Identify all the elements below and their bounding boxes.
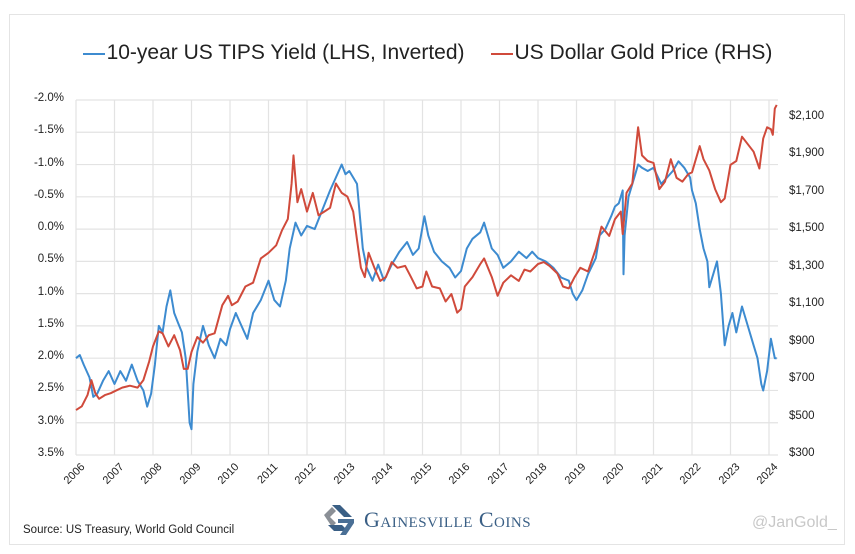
y-right-tick-label: $1,300	[789, 259, 825, 272]
y-right-tick-label: $300	[789, 447, 815, 459]
y-left-tick-label: 0.5%	[37, 253, 64, 266]
y-left-tick-label: 2.5%	[37, 382, 64, 395]
y-right-tick-label: $1,900	[789, 147, 825, 160]
legend-swatch-gold	[490, 53, 513, 55]
series-line-gold-price	[75, 104, 778, 411]
y-left-tick-label: 3.5%	[37, 447, 64, 459]
y-right-tick-label: $500	[789, 409, 815, 422]
legend-label-tips: 10-year US TIPS Yield (LHS, Inverted)	[106, 41, 465, 64]
chart-frame	[9, 14, 845, 545]
y-right-tick-label: $2,100	[789, 109, 825, 122]
logo-text: Gainesville Coins	[364, 507, 532, 532]
series-line-tips-yield	[75, 160, 777, 431]
y-right-tick-label: $1,700	[789, 184, 825, 197]
y-right-tick-label: $900	[789, 334, 815, 347]
y-right-tick-label: $1,100	[789, 297, 825, 310]
legend-item-gold: US Dollar Gold Price (RHS)	[490, 41, 773, 65]
y-right-tick-label: $1,500	[789, 222, 825, 235]
y-left-tick-label: -0.5%	[33, 188, 64, 201]
y-left-tick-label: -1.5%	[33, 124, 64, 137]
legend-item-tips: 10-year US TIPS Yield (LHS, Inverted)	[82, 41, 465, 65]
source-note: Source: US Treasury, World Gold Council	[23, 524, 235, 536]
y-left-tick-label: 1.5%	[37, 317, 64, 330]
legend-label-gold: US Dollar Gold Price (RHS)	[514, 41, 773, 64]
logo-mark-icon	[324, 505, 354, 535]
y-left-tick-label: 3.0%	[37, 414, 64, 427]
y-right-tick-label: $700	[789, 372, 815, 385]
y-left-tick-label: 0.0%	[37, 221, 64, 234]
gainesville-coins-logo: Gainesville Coins	[322, 503, 531, 537]
y-left-tick-label: 1.0%	[37, 285, 64, 298]
legend-swatch-tips	[82, 53, 105, 55]
y-left-tick-label: 2.0%	[37, 350, 64, 363]
legend: 10-year US TIPS Yield (LHS, Inverted) US…	[0, 41, 855, 65]
watermark: @JanGold_	[752, 514, 837, 531]
y-left-tick-label: -2.0%	[33, 92, 64, 104]
y-left-tick-label: -1.0%	[33, 156, 64, 169]
